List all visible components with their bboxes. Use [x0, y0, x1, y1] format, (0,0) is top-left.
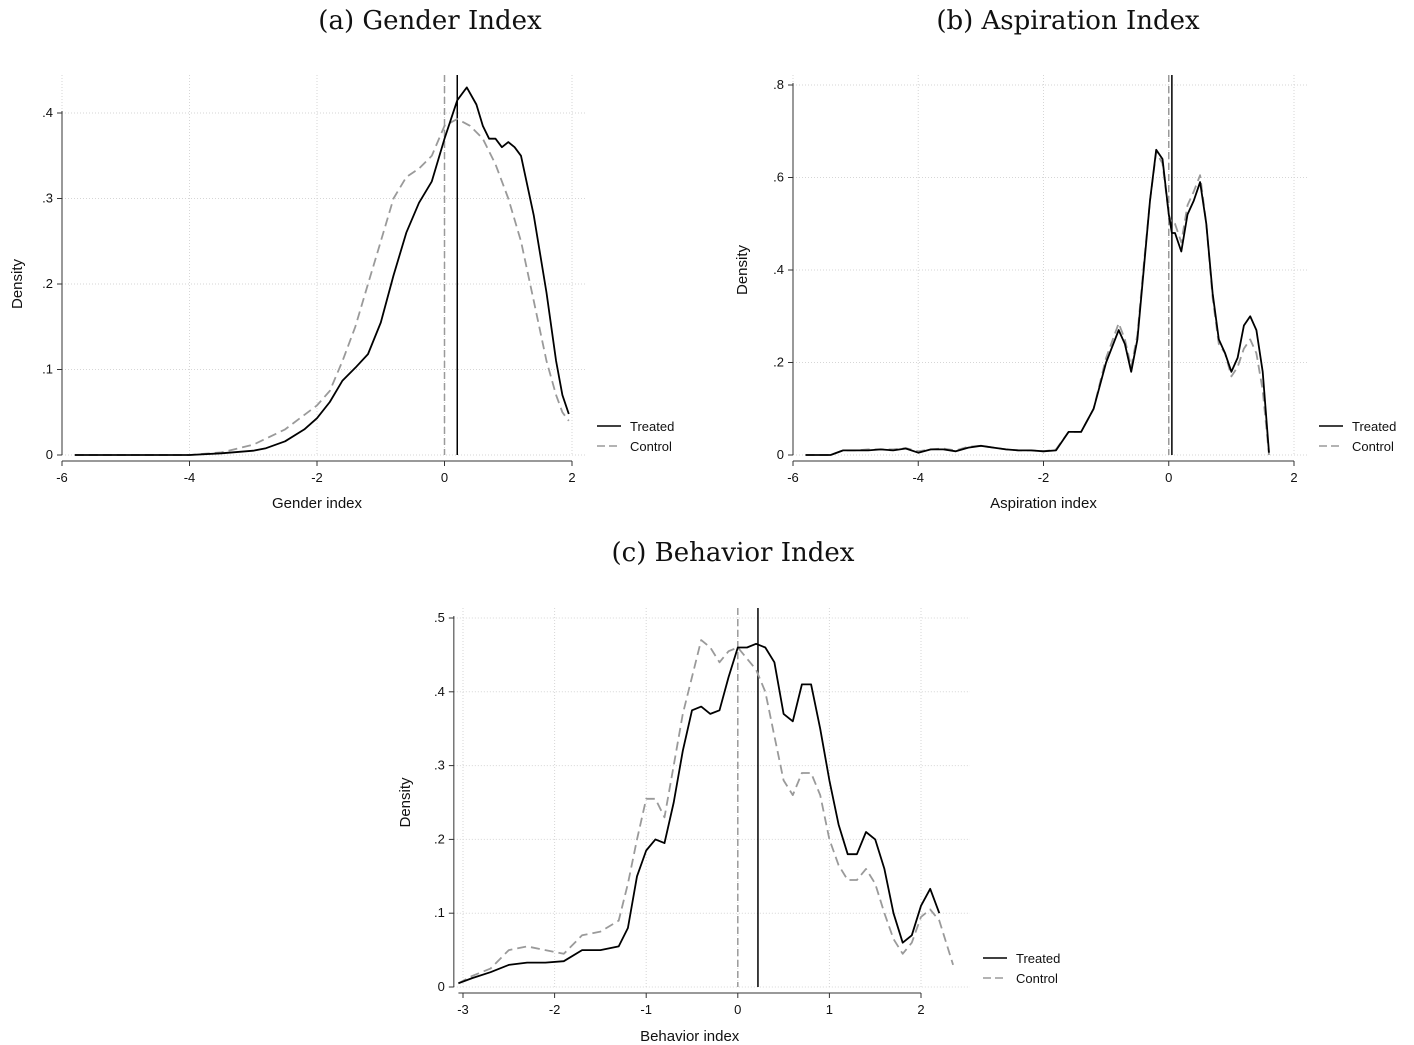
chart-c: -3 -2 -1 0 1 2 0 .1 .2 .3 .4 .5 Behavior index Densit… — [397, 608, 1060, 1045]
x-tick-label-2: -2 — [1038, 470, 1050, 485]
y-tick-label-0: 0 — [438, 979, 445, 994]
y-axis-label: Density — [734, 244, 751, 295]
x-tick-label-4: 1 — [826, 1002, 833, 1017]
x-tick-label-1: -2 — [549, 1002, 561, 1017]
legend: Treated Control — [1319, 419, 1396, 454]
legend-control-label: Control — [1016, 971, 1058, 986]
legend-treated-label: Treated — [630, 419, 674, 434]
y-tick-label-1: .1 — [42, 362, 53, 377]
y-tick-label-1: .2 — [773, 355, 784, 370]
y-axis-label: Density — [397, 777, 414, 828]
x-tick-label-1: -4 — [184, 470, 196, 485]
y-tick-label-3: .3 — [42, 191, 53, 206]
legend-control-label: Control — [1352, 439, 1394, 454]
chart-a: -6 -4 -2 0 2 0 .1 .2 .3 .4 Gender index Density Trea… — [9, 75, 674, 512]
control-density-line — [805, 151, 1270, 456]
x-axis-label: Aspiration index — [990, 495, 1097, 512]
panel-c-title: (c) Behavior Index — [611, 538, 855, 568]
panel-b-title: (b) Aspiration Index — [936, 6, 1200, 36]
y-tick-label-2: .2 — [434, 831, 445, 846]
x-tick-label-0: -6 — [787, 470, 799, 485]
x-tick-label-4: 2 — [1290, 470, 1297, 485]
panel-a-title: (a) Gender Index — [318, 6, 542, 36]
legend: Treated Control — [597, 419, 674, 454]
x-tick-label-3: 0 — [1165, 470, 1172, 485]
control-density-line — [74, 118, 570, 456]
legend-treated-label: Treated — [1016, 951, 1060, 966]
legend: Treated Control — [983, 951, 1060, 986]
y-tick-label-3: .6 — [773, 170, 784, 185]
treated-density-line — [458, 642, 941, 985]
treated-density-line — [805, 148, 1270, 456]
y-tick-label-3: .3 — [434, 758, 445, 773]
x-axis-label: Gender index — [272, 495, 363, 512]
y-tick-label-4: .4 — [434, 684, 445, 699]
y-tick-label-0: 0 — [46, 447, 53, 462]
y-tick-label-1: .1 — [434, 905, 445, 920]
legend-treated-label: Treated — [1352, 419, 1396, 434]
x-tick-label-2: -1 — [640, 1002, 652, 1017]
x-tick-label-3: 0 — [734, 1002, 741, 1017]
x-tick-label-4: 2 — [568, 470, 575, 485]
y-tick-label-4: .8 — [773, 77, 784, 92]
x-tick-label-5: 2 — [917, 1002, 924, 1017]
x-axis-label: Behavior index — [640, 1028, 740, 1045]
x-tick-label-3: 0 — [441, 470, 448, 485]
x-tick-label-2: -2 — [311, 470, 323, 485]
chart-b: -6 -4 -2 0 2 0 .2 .4 .6 .8 Aspiration index Density… — [734, 75, 1396, 512]
x-tick-label-1: -4 — [912, 470, 924, 485]
x-tick-label-0: -3 — [457, 1002, 469, 1017]
x-tick-label-0: -6 — [56, 470, 68, 485]
legend-control-label: Control — [630, 439, 672, 454]
y-tick-label-0: 0 — [777, 447, 784, 462]
y-tick-label-2: .4 — [773, 262, 784, 277]
y-tick-label-2: .2 — [42, 276, 53, 291]
control-density-line — [457, 639, 954, 985]
y-tick-label-4: .4 — [42, 105, 53, 120]
y-tick-label-5: .5 — [434, 610, 445, 625]
y-axis-label: Density — [9, 258, 26, 309]
treated-density-line — [74, 86, 570, 456]
